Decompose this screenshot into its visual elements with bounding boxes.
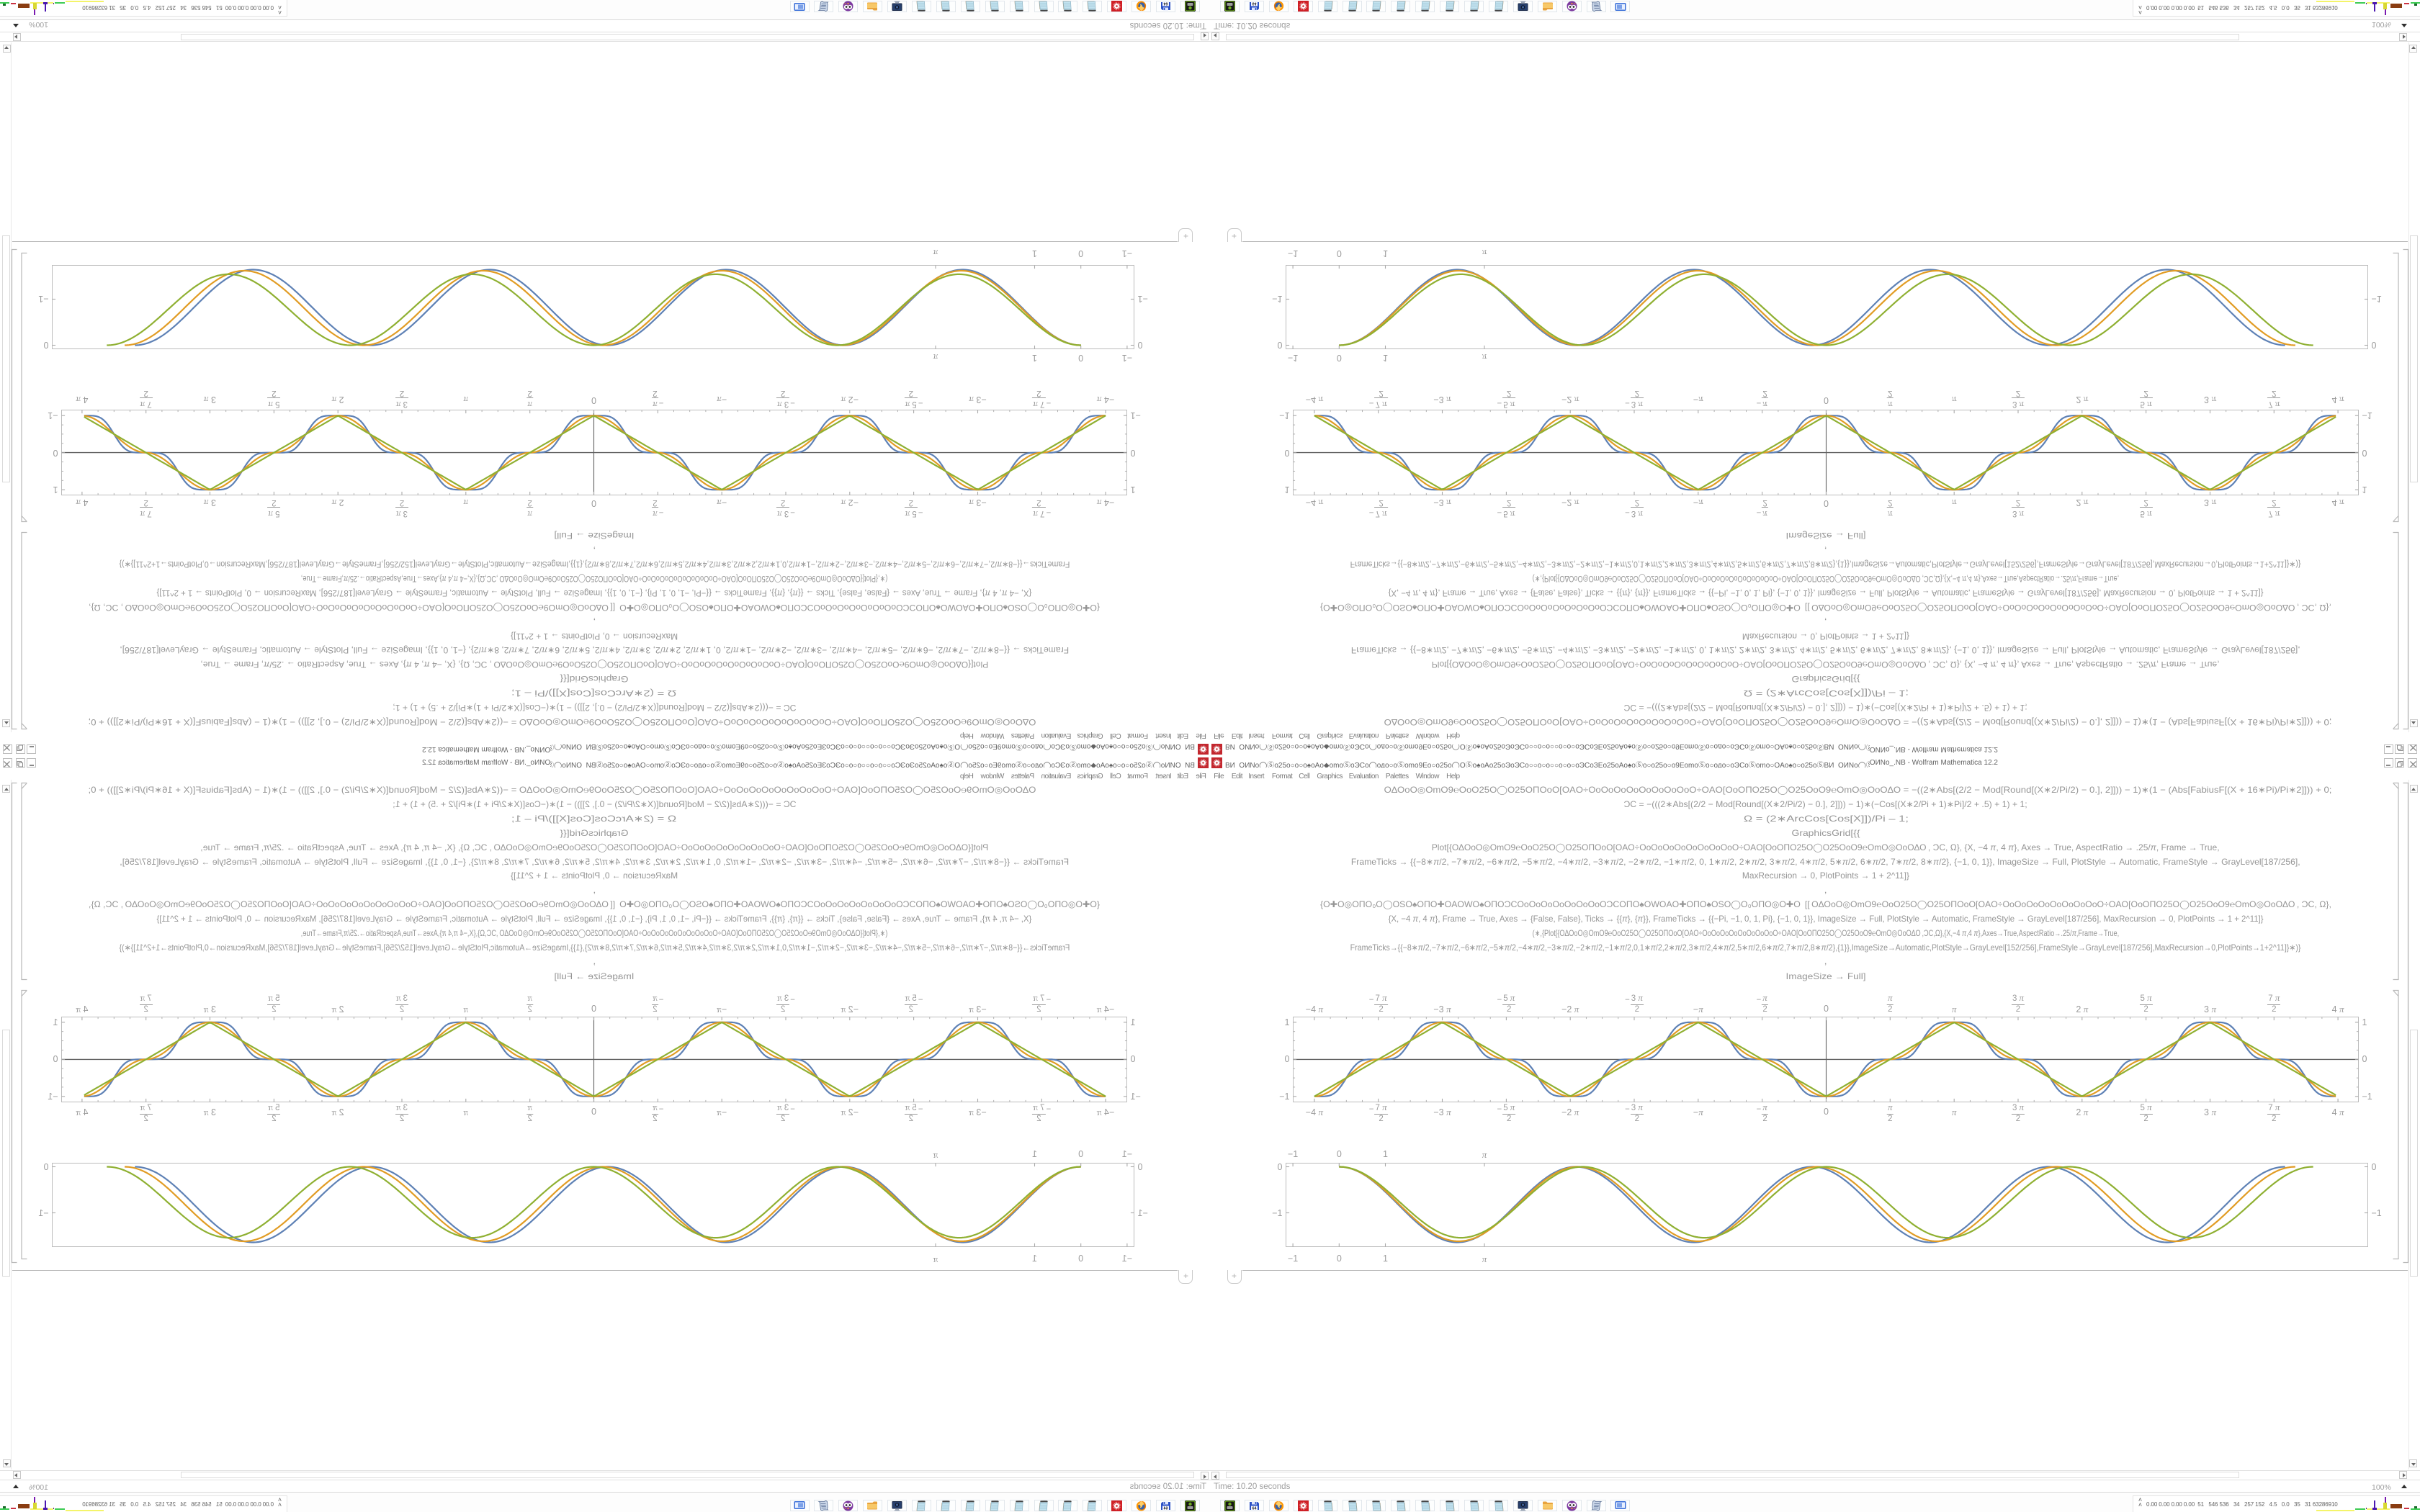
svg-text:64: 64 — [1252, 1, 1256, 6]
svg-text:64: 64 — [1164, 1506, 1168, 1511]
svg-text:64: 64 — [1252, 1506, 1256, 1511]
svg-text:64: 64 — [1164, 1, 1168, 6]
